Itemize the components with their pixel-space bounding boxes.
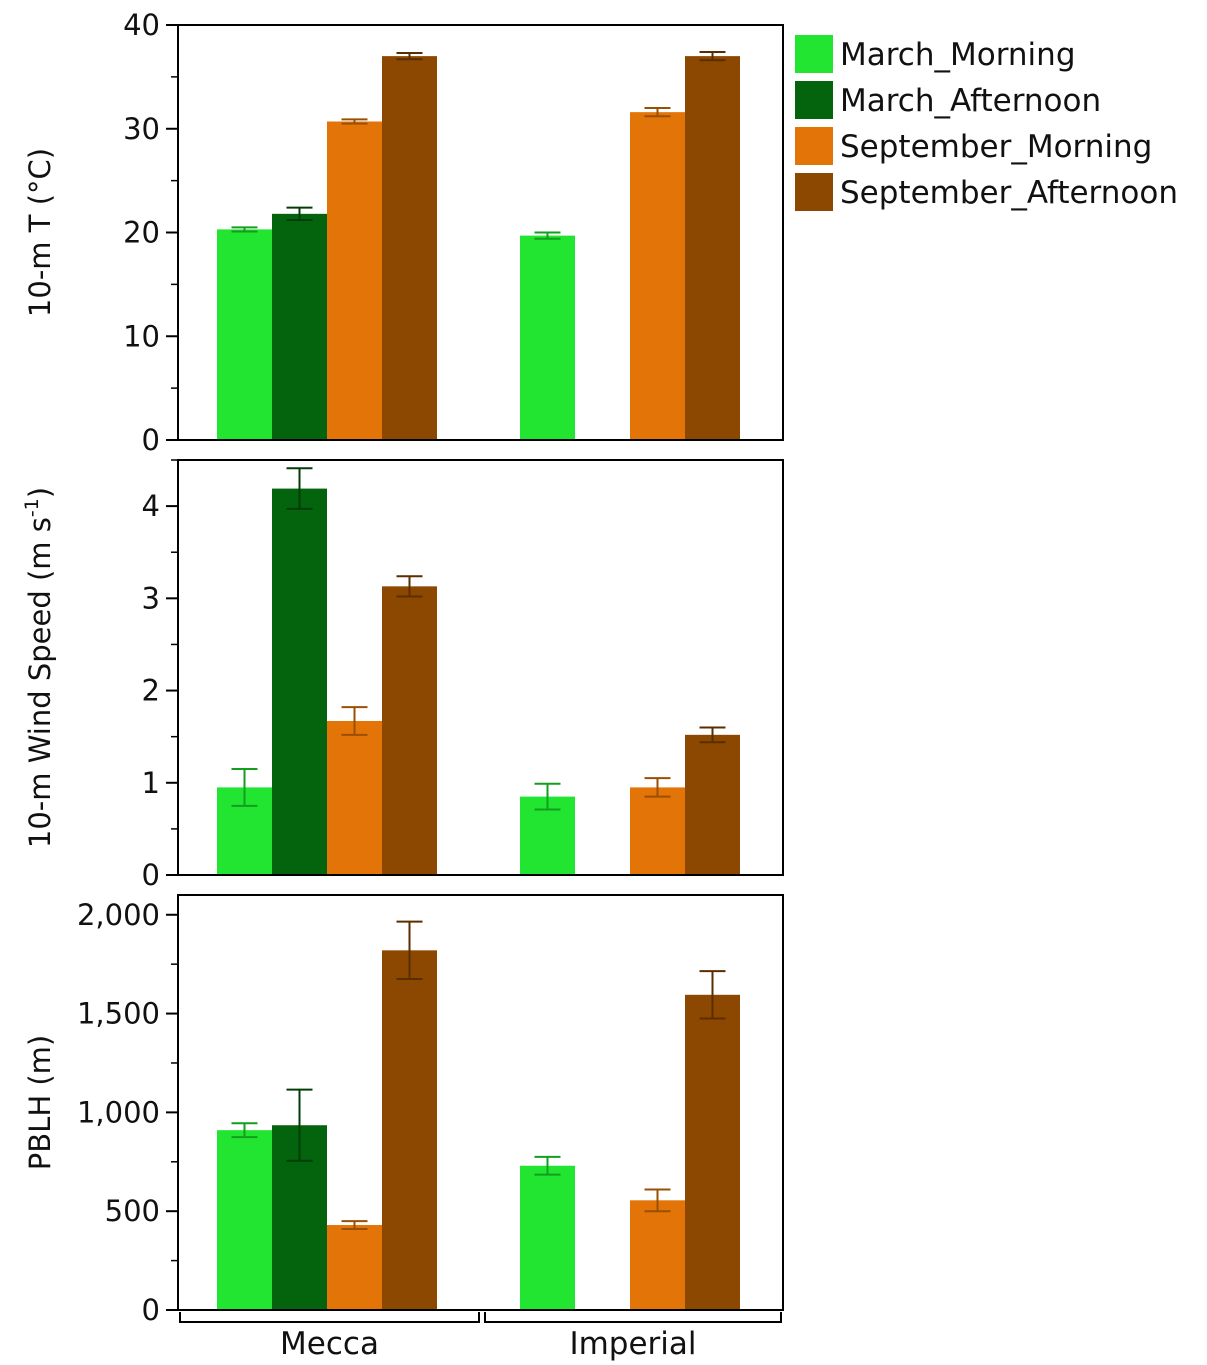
y-tick-label: 1 — [142, 766, 160, 800]
bar-March_Afternoon-Mecca — [272, 488, 327, 875]
legend-label: September_Morning — [840, 129, 1152, 165]
y-tick-label: 30 — [123, 112, 160, 146]
error-bar-March_Morning-Mecca — [231, 767, 258, 807]
y-tick-label: 2 — [142, 674, 160, 708]
plot-frame — [177, 459, 784, 876]
panel-1: 0 10 20 30 40 10-m T (°C) — [23, 8, 784, 457]
y-axis-title: PBLH (m) — [23, 1035, 57, 1170]
legend-label: September_Afternoon — [840, 175, 1178, 211]
y-tick-label: 10 — [123, 319, 160, 353]
bar-September_Afternoon-Imperial — [685, 734, 740, 875]
legend-swatch — [795, 35, 833, 73]
bar-March_Afternoon-Mecca — [272, 213, 327, 440]
error-bar-March_Morning-Imperial — [534, 1155, 561, 1176]
error-bar-September_Morning-Mecca — [341, 118, 368, 125]
y-tick-label: 3 — [142, 581, 160, 615]
y-tick-label: 0 — [142, 858, 160, 892]
y-tick-label: 0 — [142, 423, 160, 457]
bar-September_Morning-Mecca — [327, 121, 382, 441]
y-tick-label: 2,000 — [77, 898, 160, 932]
bar-September_Afternoon-Mecca — [382, 950, 437, 1310]
legend-label: March_Afternoon — [840, 83, 1101, 119]
error-bar-September_Morning-Imperial — [644, 107, 671, 118]
legend-swatch — [795, 81, 833, 119]
error-bar-September_Afternoon-Mecca — [396, 575, 423, 598]
bar-September_Morning-Imperial — [630, 787, 685, 875]
category-bracket — [484, 1312, 782, 1323]
bar-September_Afternoon-Mecca — [382, 56, 437, 440]
panel-2: 0 1 2 3 4 10-m Wind Speed (m s-1) — [21, 459, 784, 892]
category-label-imperial: Imperial — [569, 1326, 696, 1362]
y-tick-label: 4 — [142, 489, 160, 523]
error-bar-September_Morning-Mecca — [341, 1220, 368, 1230]
error-bar-September_Morning-Imperial — [644, 777, 671, 798]
panel-3: 0 500 1,000 1,500 2,000 PBLH (m) — [23, 894, 784, 1327]
x-axis-categories: Mecca Imperial — [179, 1312, 782, 1362]
error-bar-September_Afternoon-Mecca — [396, 920, 423, 980]
bar-September_Morning-Mecca — [327, 720, 382, 875]
bar-September_Afternoon-Imperial — [685, 994, 740, 1310]
bar-September_Afternoon-Mecca — [382, 586, 437, 875]
y-tick-label: 0 — [142, 1293, 160, 1327]
error-bar-September_Afternoon-Mecca — [396, 52, 423, 61]
y-tick-label: 40 — [123, 8, 160, 42]
plot-frame — [177, 894, 784, 1311]
y-tick-label: 500 — [105, 1194, 160, 1228]
error-bar-March_Morning-Imperial — [534, 231, 561, 240]
bar-September_Morning-Imperial — [630, 1200, 685, 1310]
error-bar-September_Morning-Imperial — [644, 1188, 671, 1213]
bar-March_Morning-Imperial — [520, 1165, 575, 1310]
bar-March_Morning-Mecca — [217, 1130, 272, 1310]
y-tick-label: 20 — [123, 216, 160, 250]
error-bar-March_Morning-Mecca — [231, 1122, 258, 1139]
error-bar-March_Afternoon-Mecca — [286, 206, 313, 222]
bar-September_Morning-Imperial — [630, 112, 685, 441]
error-bar-March_Afternoon-Mecca — [286, 1088, 313, 1162]
error-bar-September_Afternoon-Imperial — [699, 726, 726, 744]
error-bar-September_Afternoon-Imperial — [699, 50, 726, 62]
error-bar-September_Morning-Mecca — [341, 706, 368, 736]
legend-swatch — [795, 173, 833, 211]
error-bar-March_Morning-Mecca — [231, 226, 258, 233]
legend: March_Morning March_Afternoon September_Mo… — [795, 35, 1178, 211]
bar-September_Afternoon-Imperial — [685, 56, 740, 440]
category-bracket — [179, 1312, 480, 1323]
y-axis-title: 10-m Wind Speed (m s-1) — [21, 487, 57, 848]
legend-swatch — [795, 127, 833, 165]
y-tick-label: 1,500 — [77, 997, 160, 1031]
error-bar-March_Afternoon-Mecca — [286, 467, 313, 510]
error-bar-September_Afternoon-Imperial — [699, 970, 726, 1020]
bar-March_Morning-Mecca — [217, 229, 272, 440]
bar-September_Morning-Mecca — [327, 1225, 382, 1310]
error-bar-March_Morning-Imperial — [534, 782, 561, 811]
legend-label: March_Morning — [840, 37, 1076, 73]
y-axis-title: 10-m T (°C) — [23, 148, 57, 317]
bar-March_Morning-Imperial — [520, 235, 575, 440]
y-tick-label: 1,000 — [77, 1095, 160, 1129]
category-label-mecca: Mecca — [280, 1326, 379, 1362]
